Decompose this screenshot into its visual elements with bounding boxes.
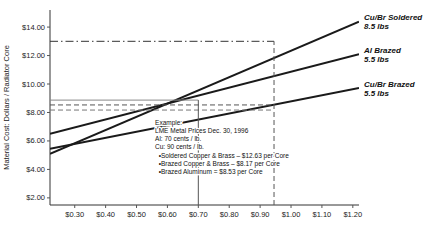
annotation: Example:LME Metal Prices Dec. 30, 1996Al… bbox=[155, 119, 289, 176]
series-label-line: Cu/Br Soldered bbox=[364, 13, 423, 22]
annotation-line: •Brazed Aluminum = $8.53 per Core bbox=[155, 168, 263, 176]
x-tick bbox=[136, 205, 137, 208]
series-line bbox=[50, 88, 359, 149]
reference-line bbox=[50, 100, 198, 101]
y-tick bbox=[47, 27, 50, 28]
x-tick bbox=[198, 205, 199, 208]
x-tick-label: $0.70 bbox=[189, 210, 208, 219]
series-label-line: 5.5 lbs bbox=[364, 55, 389, 64]
y-tick-label: $2.00 bbox=[26, 193, 45, 202]
x-tick-label: $0.40 bbox=[96, 210, 115, 219]
series-label-line: 8.5 lbs bbox=[364, 22, 389, 31]
reference-line bbox=[274, 41, 275, 205]
x-tick-label: $0.90 bbox=[251, 210, 270, 219]
y-tick bbox=[47, 140, 50, 141]
x-tick bbox=[352, 205, 353, 208]
series-line bbox=[50, 54, 359, 134]
annotation-line: •Soldered Copper & Brass – $12.63 per Co… bbox=[155, 152, 289, 160]
chart: $0.30 $0.40 $0.50 $0.60 $0.70 $0.80 $0.90 $1.00… bbox=[0, 0, 445, 227]
y-tick-label: $12.00 bbox=[22, 51, 45, 60]
series-label: Cu/Br Soldered8.5 lbs bbox=[364, 13, 423, 31]
x-tick bbox=[229, 205, 230, 208]
annotation-line: LME Metal Prices Dec. 30, 1996 bbox=[155, 127, 249, 134]
y-tick bbox=[47, 169, 50, 170]
y-tick-label: $10.00 bbox=[22, 80, 45, 89]
series-label: Cu/Br Brazed5.5 lbs bbox=[364, 80, 416, 98]
x-tick-label: $1.10 bbox=[313, 210, 332, 219]
y-axis-label: Material Cost: Dollars / Radiator Core bbox=[2, 45, 11, 170]
y-tick-label: $4.00 bbox=[26, 165, 45, 174]
reference-line bbox=[50, 41, 274, 42]
plot-area bbox=[50, 22, 359, 205]
x-tick-label: $1.20 bbox=[343, 210, 362, 219]
x-tick-label: $0.60 bbox=[158, 210, 177, 219]
y-tick bbox=[47, 197, 50, 198]
annotation-line: Example: bbox=[155, 119, 182, 127]
x-tick-label: $0.30 bbox=[65, 210, 84, 219]
x-tick bbox=[74, 205, 75, 208]
annotation-line: •Brazed Copper & Brass – $8.17 per Core bbox=[155, 160, 280, 168]
reference-line bbox=[50, 104, 274, 105]
x-tick-label: $1.00 bbox=[282, 210, 301, 219]
x-tick bbox=[167, 205, 168, 208]
y-tick-label: $6.00 bbox=[26, 136, 45, 145]
y-tick-label: $8.00 bbox=[26, 108, 45, 117]
annotation-line: Al: 70 cents / lb. bbox=[155, 135, 201, 142]
x-tick-label: $0.50 bbox=[127, 210, 146, 219]
x-tick-label: $0.80 bbox=[220, 210, 239, 219]
x-tick bbox=[321, 205, 322, 208]
y-tick bbox=[47, 84, 50, 85]
y-axis bbox=[50, 10, 51, 205]
x-tick bbox=[105, 205, 106, 208]
reference-line bbox=[50, 110, 274, 111]
x-axis bbox=[50, 205, 359, 206]
series-label-line: 5.5 lbs bbox=[364, 89, 389, 98]
series-label-line: Al Brazed bbox=[363, 46, 402, 55]
x-tick bbox=[291, 205, 292, 208]
series-line bbox=[50, 22, 359, 154]
y-tick-label: $14.00 bbox=[22, 23, 45, 32]
series-label: Al Brazed5.5 lbs bbox=[363, 46, 402, 64]
annotation-line: Cu: 90 cents / lb. bbox=[155, 143, 204, 150]
x-tick bbox=[260, 205, 261, 208]
y-tick bbox=[47, 55, 50, 56]
y-tick bbox=[47, 112, 50, 113]
series-label-line: Cu/Br Brazed bbox=[364, 80, 416, 89]
